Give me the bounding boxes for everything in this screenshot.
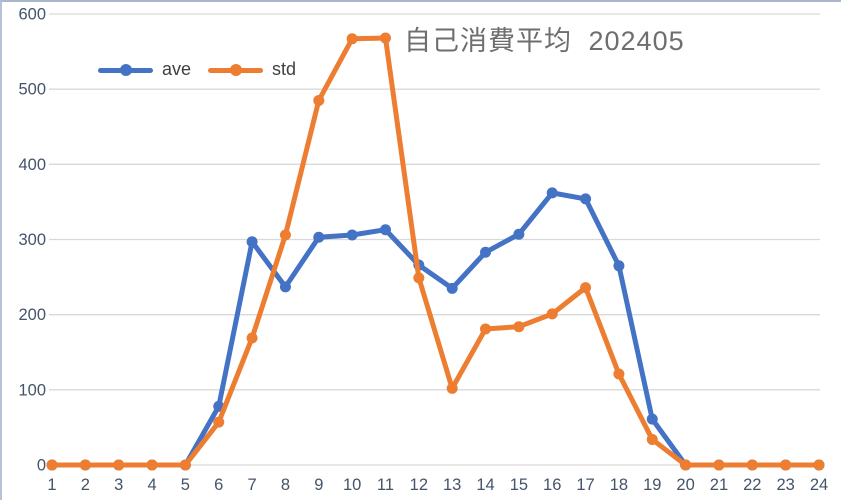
data-point-std-18[interactable]	[613, 368, 625, 380]
data-point-std-7[interactable]	[246, 332, 258, 344]
data-point-std-1[interactable]	[46, 459, 58, 471]
x-axis-tick-label: 12	[410, 476, 428, 494]
data-point-std-20[interactable]	[680, 459, 692, 471]
data-point-std-14[interactable]	[480, 323, 492, 335]
data-point-std-8[interactable]	[279, 229, 291, 241]
data-point-std-16[interactable]	[546, 308, 558, 320]
data-point-std-24[interactable]	[813, 459, 825, 471]
x-axis-tick-label: 6	[214, 476, 223, 494]
x-axis-tick-label: 2	[81, 476, 90, 494]
x-axis-tick-label: 21	[710, 476, 728, 494]
legend-item-ave[interactable]: ave	[98, 60, 191, 80]
data-point-std-21[interactable]	[713, 459, 725, 471]
x-axis-tick-label: 18	[610, 476, 628, 494]
series-line-std[interactable]	[49, 35, 822, 468]
legend-swatch-ave	[98, 64, 153, 76]
x-axis-tick-label: 17	[576, 476, 594, 494]
data-point-ave-9[interactable]	[313, 231, 325, 243]
data-point-ave-10[interactable]	[346, 229, 358, 241]
y-axis-tick-label: 500	[18, 81, 46, 99]
data-point-std-12[interactable]	[413, 272, 425, 284]
legend-marker-std-icon	[229, 64, 242, 76]
data-point-std-6[interactable]	[213, 416, 225, 428]
x-axis-tick-label: 9	[314, 476, 323, 494]
data-point-std-13[interactable]	[446, 382, 458, 394]
x-axis-tick-label: 13	[443, 476, 461, 494]
x-axis-tick-label: 14	[476, 476, 494, 494]
x-axis-tick-label: 19	[643, 476, 661, 494]
x-axis-tick-label: 3	[114, 476, 123, 494]
data-point-std-23[interactable]	[780, 459, 792, 471]
legend-swatch-std	[208, 64, 264, 76]
legend-label-ave: ave	[162, 59, 192, 79]
data-point-std-22[interactable]	[746, 459, 758, 471]
data-point-ave-19[interactable]	[646, 413, 658, 425]
data-point-ave-8[interactable]	[279, 281, 291, 293]
data-point-ave-15[interactable]	[513, 228, 525, 240]
data-point-std-11[interactable]	[379, 32, 391, 44]
x-axis-tick-label: 1	[47, 476, 56, 494]
data-point-ave-7[interactable]	[246, 236, 258, 248]
y-axis-tick-label: 300	[18, 231, 46, 249]
data-point-std-17[interactable]	[580, 282, 592, 294]
x-axis-tick-label: 20	[676, 476, 694, 494]
data-point-std-2[interactable]	[79, 459, 91, 471]
data-point-std-4[interactable]	[146, 459, 158, 471]
data-point-std-9[interactable]	[313, 94, 325, 106]
y-axis-tick-label: 400	[18, 156, 46, 174]
data-point-ave-17[interactable]	[580, 193, 592, 205]
y-axis-tick-label: 600	[18, 6, 46, 24]
data-point-ave-14[interactable]	[480, 246, 492, 258]
legend-item-std[interactable]: std	[208, 60, 296, 80]
x-axis-tick-label: 4	[147, 476, 156, 494]
x-axis-tick-label: 7	[247, 476, 256, 494]
data-point-ave-16[interactable]	[546, 187, 558, 199]
data-point-std-15[interactable]	[513, 321, 525, 333]
y-axis-tick-label: 0	[37, 457, 46, 475]
data-point-ave-13[interactable]	[446, 282, 458, 294]
x-axis-tick-label: 23	[776, 476, 794, 494]
legend: ave std	[98, 60, 296, 80]
data-point-ave-18[interactable]	[613, 260, 625, 272]
legend-marker-ave-icon	[119, 64, 132, 76]
x-axis-tick-label: 11	[377, 476, 394, 494]
data-point-std-5[interactable]	[179, 459, 191, 471]
x-axis-tick-label: 8	[281, 476, 290, 494]
data-point-ave-11[interactable]	[379, 224, 391, 236]
y-axis-tick-label: 200	[18, 306, 46, 324]
x-axis-tick-label: 15	[510, 476, 528, 494]
x-axis-tick-label: 10	[343, 476, 361, 494]
x-axis-tick-label: 22	[743, 476, 761, 494]
data-point-std-19[interactable]	[646, 433, 658, 445]
x-axis-tick-label: 24	[810, 476, 828, 494]
x-axis-tick-label: 5	[181, 476, 190, 494]
x-axis-tick-label: 16	[543, 476, 561, 494]
legend-label-std: std	[272, 59, 297, 79]
chart-title: 自己消費平均 202405	[404, 26, 685, 56]
data-point-std-10[interactable]	[346, 33, 358, 45]
data-point-std-3[interactable]	[113, 459, 125, 471]
y-axis-tick-label: 100	[18, 381, 46, 399]
